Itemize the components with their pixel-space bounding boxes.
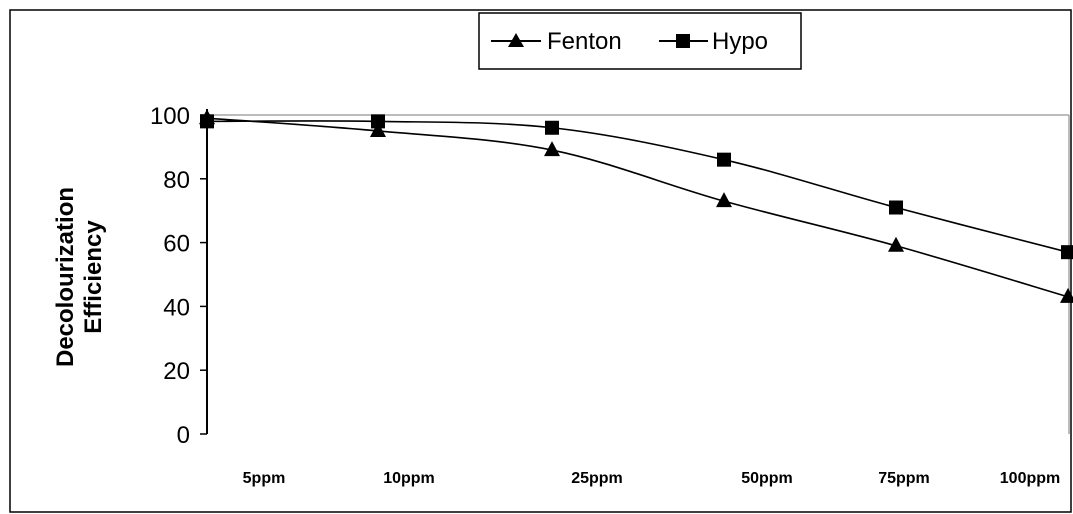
x-axis: 5ppm 10ppm 25ppm 50ppm 75ppm 100ppm <box>243 470 1061 487</box>
chart-border <box>9 9 1072 513</box>
data-point-hypo <box>545 120 559 135</box>
triangle-icon <box>508 33 524 47</box>
x-tick-label: 10ppm <box>383 470 435 487</box>
legend-label-fenton: Fenton <box>547 28 622 55</box>
y-tick-label: 100 <box>150 103 190 130</box>
y-axis-title-line-1: Decolourization <box>52 187 79 367</box>
y-axis-title: Decolourization Efficiency <box>52 187 107 367</box>
y-axis-title-line-2: Efficiency <box>80 220 107 334</box>
data-point-fenton <box>716 192 732 208</box>
x-tick-label: 25ppm <box>571 470 623 487</box>
x-tick-label: 5ppm <box>243 470 286 487</box>
y-tick-label: 80 <box>163 167 190 194</box>
y-tick-label: 20 <box>163 358 190 385</box>
y-tick-label: 0 <box>177 422 190 449</box>
x-tick-label: 75ppm <box>878 470 930 487</box>
legend: Fenton Hypo <box>478 12 802 70</box>
data-point-fenton <box>888 236 904 252</box>
series-line-fenton <box>206 117 1069 298</box>
data-point-fenton <box>370 121 386 137</box>
data-point-hypo <box>200 114 214 129</box>
series-layer <box>199 109 1073 303</box>
data-point-hypo <box>889 200 903 215</box>
x-tick-label: 50ppm <box>741 470 793 487</box>
legend-label-hypo: Hypo <box>712 28 768 55</box>
plot-area <box>206 109 1070 434</box>
data-point-hypo <box>717 152 731 167</box>
x-tick-label: 100ppm <box>1000 470 1060 487</box>
data-point-hypo <box>1061 245 1073 260</box>
series-line-hypo <box>206 120 1069 253</box>
data-point-hypo <box>371 114 385 129</box>
data-point-fenton <box>544 141 560 157</box>
data-point-fenton <box>1060 287 1073 303</box>
square-icon <box>676 34 690 48</box>
y-tick-label: 60 <box>163 231 190 258</box>
y-tick-label: 40 <box>163 294 190 321</box>
y-axis: 0 20 40 60 80 100 <box>150 103 207 449</box>
